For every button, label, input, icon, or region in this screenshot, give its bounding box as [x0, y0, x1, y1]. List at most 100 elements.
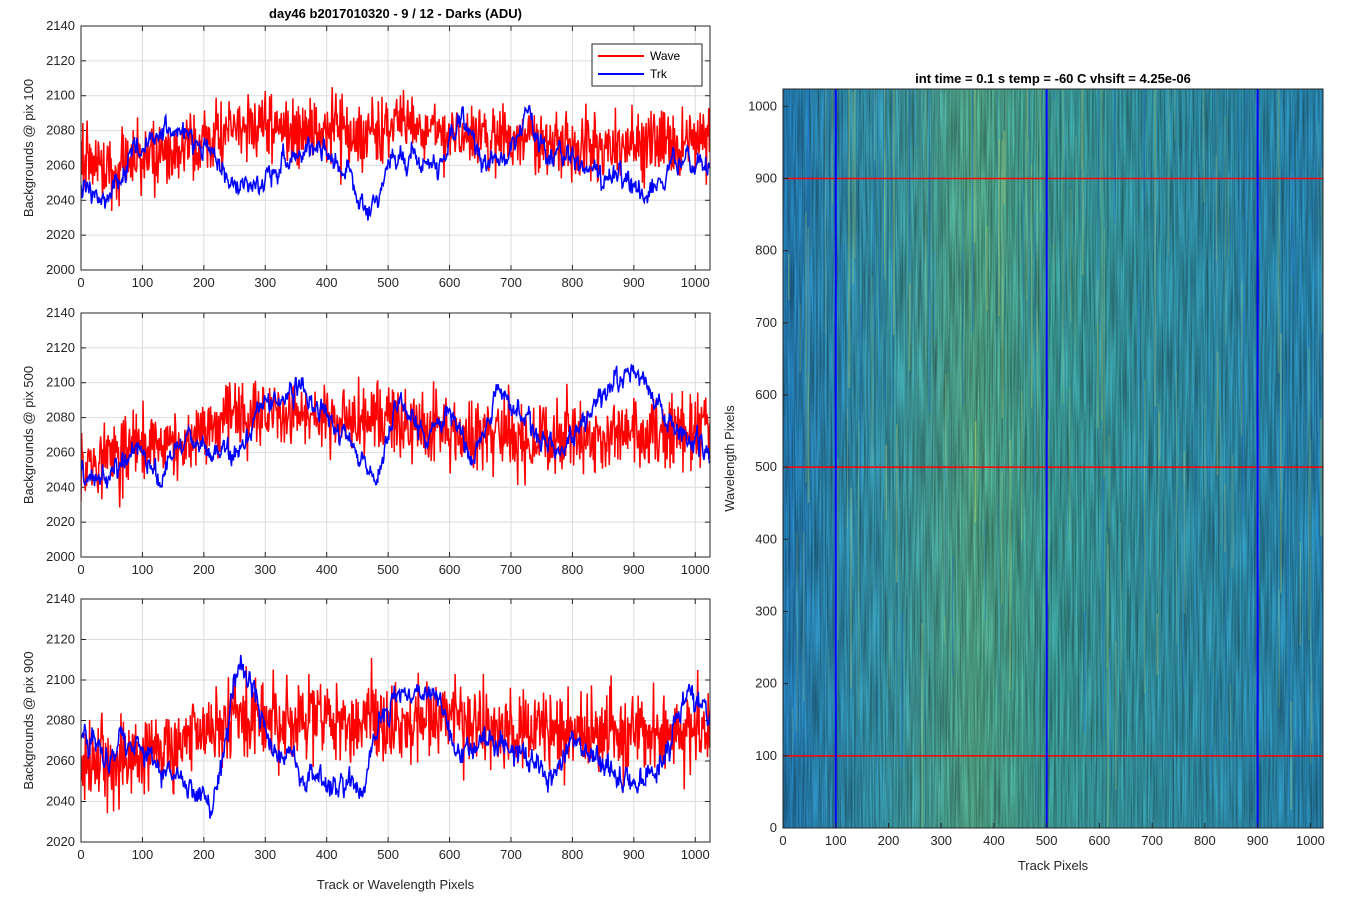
series-line-wave — [81, 376, 710, 508]
y-tick-label: 200 — [755, 676, 777, 691]
heatmap-streak — [1280, 333, 1282, 593]
y-tick-label: 0 — [770, 820, 777, 835]
y-tick-label: 800 — [755, 243, 777, 258]
x-tick-label: 500 — [377, 562, 399, 577]
heatmap-streak — [1154, 167, 1157, 425]
heatmap-streak — [788, 253, 790, 300]
y-tick-label: 300 — [755, 603, 777, 618]
heatmap-streak — [1034, 214, 1036, 495]
heatmap-streak — [885, 444, 888, 521]
heatmap-streak — [1215, 89, 1218, 388]
heatmap-streak — [804, 384, 806, 657]
heatmap-streak — [928, 89, 931, 414]
heatmap-streak — [1245, 89, 1247, 226]
y-axis-label: Backgrounds @ pix 900 — [21, 651, 36, 789]
x-tick-label: 900 — [1247, 833, 1269, 848]
y-tick-label: 2100 — [46, 672, 75, 687]
heatmap-streak — [925, 89, 927, 361]
x-tick-label: 100 — [132, 847, 154, 862]
heatmap-streak — [1113, 89, 1116, 224]
heatmap-streak — [852, 91, 855, 285]
heatmap-streak — [1174, 89, 1176, 141]
x-tick-label: 700 — [500, 562, 522, 577]
heatmap-streak — [1120, 522, 1122, 694]
x-tick-label: 900 — [623, 847, 645, 862]
x-tick-label: 700 — [500, 275, 522, 290]
heatmap-streak — [1158, 412, 1161, 461]
heatmap-streak — [884, 331, 886, 402]
heatmap-streak — [1299, 542, 1301, 646]
x-tick-label: 400 — [316, 275, 338, 290]
heatmap-streak — [1081, 89, 1084, 275]
x-tick-label: 500 — [377, 275, 399, 290]
y-tick-label: 2140 — [46, 305, 75, 320]
heatmap-streak — [833, 365, 835, 506]
heatmap-streak — [791, 707, 793, 756]
heatmap-streak — [841, 243, 843, 445]
heatmap-streak — [1028, 89, 1030, 367]
heatmap-streak — [1310, 439, 1312, 765]
y-tick-label: 2080 — [46, 713, 75, 728]
heatmap-streak — [854, 89, 856, 258]
heatmap-streak — [1143, 379, 1146, 694]
heatmap-streak — [876, 471, 878, 788]
x-tick-label: 600 — [439, 562, 461, 577]
heatmap-streak — [1278, 590, 1280, 708]
line-panel-pix-500: 0 100 200 300 400 500 600 700 800 900 1000 2000 2020… — [21, 305, 711, 577]
y-tick-label: 400 — [755, 531, 777, 546]
heatmap-streak — [1210, 674, 1212, 785]
heatmap-streak — [896, 437, 898, 714]
heatmap-streak — [1080, 89, 1083, 235]
y-tick-label: 2040 — [46, 794, 75, 809]
y-tick-label: 2020 — [46, 227, 75, 242]
x-tick-label: 300 — [254, 847, 276, 862]
x-tick-label: 600 — [439, 275, 461, 290]
heatmap-streak — [803, 532, 805, 702]
heatmap-streak — [1250, 213, 1252, 420]
heatmap-streak — [1167, 89, 1170, 255]
heatmap-streak — [1228, 173, 1230, 258]
heatmap-streak — [1101, 89, 1103, 421]
heatmap-streak — [1106, 532, 1108, 669]
heatmap-streak — [1216, 668, 1219, 756]
heatmap-streak — [1107, 544, 1109, 827]
series-line-trk — [81, 104, 710, 221]
heatmap-streak — [973, 89, 976, 244]
heatmap-streak — [932, 252, 935, 339]
x-tick-label: 1000 — [681, 562, 710, 577]
x-tick-label: 100 — [825, 833, 847, 848]
heatmap-streak — [986, 226, 988, 311]
heatmap-streak — [857, 423, 860, 719]
x-tick-label: 100 — [132, 275, 154, 290]
y-axis-label: Wavelength Pixels — [722, 405, 737, 512]
y-tick-label: 900 — [755, 170, 777, 185]
axes-frame — [80, 312, 711, 558]
heatmap-streak — [1109, 648, 1112, 767]
heatmap-texture — [783, 89, 1323, 828]
heatmap-streak — [895, 424, 898, 583]
heatmap-streak — [996, 89, 998, 352]
heatmap-streak — [981, 463, 983, 535]
heatmap-streak — [1296, 726, 1299, 802]
x-tick-label: 400 — [316, 562, 338, 577]
x-axis-label: Track Pixels — [1018, 858, 1089, 873]
series-line-trk — [81, 654, 710, 819]
heatmap-streak — [1202, 89, 1205, 202]
heatmap-streak — [1231, 454, 1234, 569]
chart-title: day46 b2017010320 - 9 / 12 - Darks (ADU) — [269, 6, 522, 21]
heatmap-streak — [998, 138, 1001, 317]
heatmap-streak — [1242, 216, 1245, 330]
heatmap-streak — [1022, 183, 1025, 360]
x-tick-label: 300 — [254, 275, 276, 290]
y-tick-label: 2080 — [46, 123, 75, 138]
heatmap-streak — [1143, 89, 1145, 200]
axes-frame — [80, 25, 711, 271]
x-tick-label: 300 — [254, 562, 276, 577]
heatmap-streak — [1223, 484, 1226, 552]
heatmap-streak — [884, 89, 886, 280]
heatmap-streak — [790, 384, 792, 586]
heatmap-streak — [1026, 89, 1029, 153]
heatmap-streak — [1025, 89, 1028, 300]
heatmap-streak — [1280, 339, 1282, 483]
